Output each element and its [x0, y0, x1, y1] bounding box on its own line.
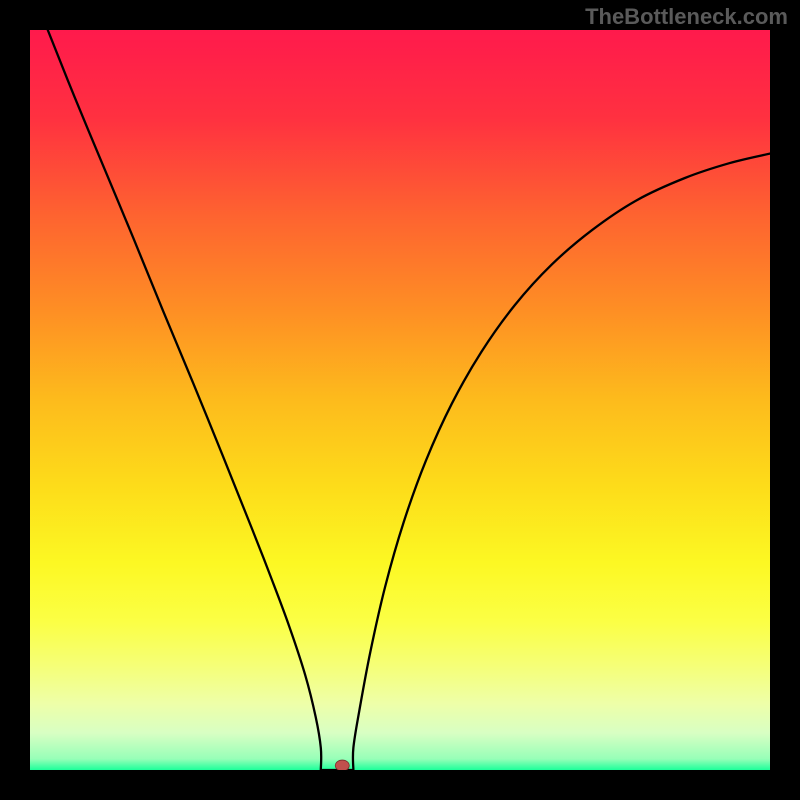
optimal-point-marker	[335, 760, 349, 770]
watermark-text: TheBottleneck.com	[585, 4, 788, 30]
gradient-background	[30, 30, 770, 770]
bottleneck-chart	[30, 30, 770, 770]
chart-frame	[30, 30, 770, 770]
